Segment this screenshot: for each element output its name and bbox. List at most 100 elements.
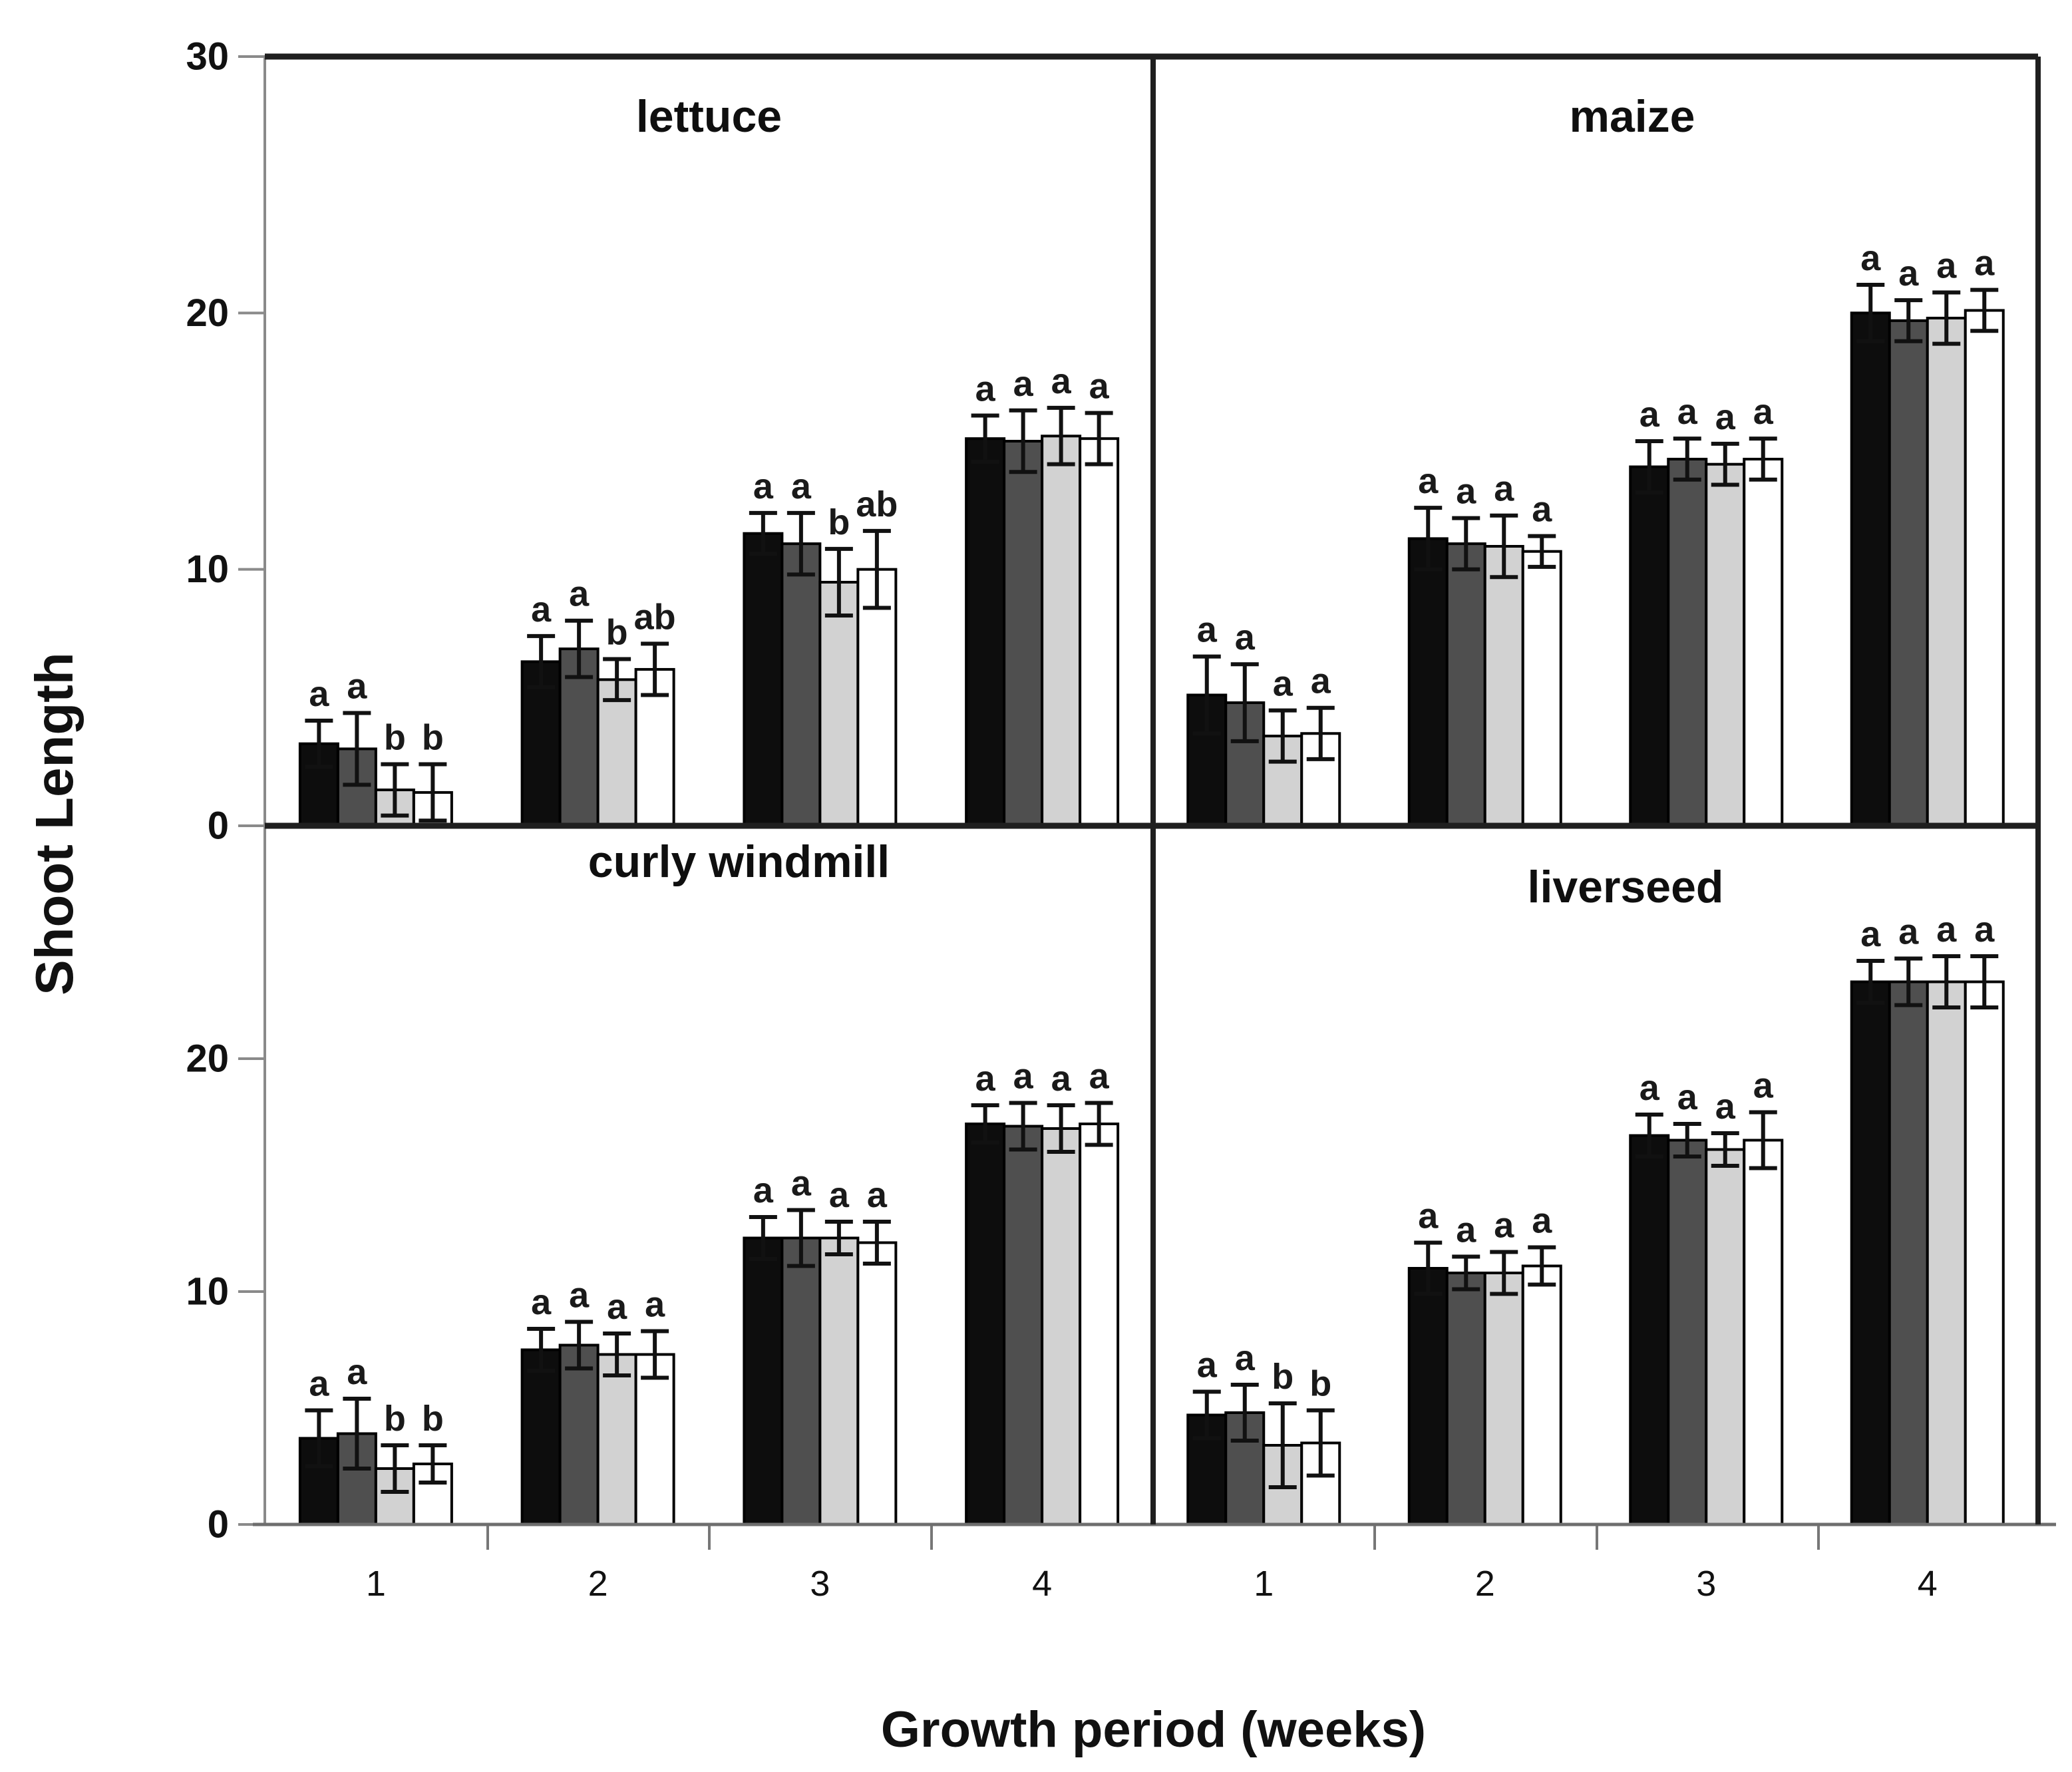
- sig-letter-maize-wk2-dark-gray: a: [1456, 472, 1476, 512]
- error-bar-maize-wk1-light-gray: [1268, 708, 1297, 764]
- error-bar-curly-windmill-wk4-light-gray: [1047, 1103, 1075, 1154]
- error-bar-maize-wk3-light-gray: [1711, 441, 1739, 487]
- bar-lettuce-wk4-white: [1079, 437, 1120, 827]
- error-bar-lettuce-wk3-dark-gray: [786, 510, 815, 577]
- bar-liverseed-wk2-light-gray: [1483, 1272, 1524, 1526]
- sig-letter-maize-wk4-light-gray: a: [1936, 246, 1957, 286]
- error-bar-curly-windmill-wk1-light-gray: [381, 1443, 409, 1494]
- error-bar-liverseed-wk3-white: [1749, 1110, 1777, 1170]
- sig-letter-lettuce-wk3-dark-gray: a: [791, 466, 812, 506]
- sig-letter-liverseed-wk2-white: a: [1532, 1201, 1552, 1241]
- sig-letter-curly-windmill-wk4-white: a: [1089, 1057, 1110, 1097]
- sig-letter-lettuce-wk1-black: a: [309, 674, 329, 714]
- bar-curly-windmill-wk4-white: [1079, 1123, 1120, 1526]
- error-bar-liverseed-wk3-light-gray: [1711, 1131, 1739, 1168]
- sig-letter-maize-wk4-dark-gray: a: [1898, 254, 1919, 293]
- bar-lettuce-wk3-black: [743, 532, 784, 827]
- bar-curly-windmill-wk2-light-gray: [596, 1353, 637, 1526]
- bar-curly-windmill-wk3-white: [856, 1241, 898, 1526]
- error-bar-liverseed-wk2-light-gray: [1490, 1250, 1518, 1296]
- error-bar-curly-windmill-wk1-dark-gray: [343, 1397, 371, 1471]
- error-bar-maize-wk2-light-gray: [1490, 513, 1518, 580]
- bar-lettuce-wk3-light-gray: [818, 580, 860, 828]
- sig-letter-lettuce-wk2-white: ab: [634, 597, 676, 637]
- error-bar-maize-wk3-white: [1749, 437, 1777, 482]
- bar-lettuce-wk4-light-gray: [1041, 435, 1082, 827]
- sig-letter-lettuce-wk4-light-gray: a: [1051, 361, 1072, 401]
- error-bar-lettuce-wk4-white: [1085, 411, 1113, 466]
- bar-lettuce-wk4-dark-gray: [1003, 440, 1044, 827]
- error-bar-curly-windmill-wk3-black: [749, 1215, 777, 1261]
- sig-letter-curly-windmill-wk3-white: a: [867, 1175, 888, 1215]
- sig-letter-liverseed-wk1-light-gray: b: [1272, 1357, 1294, 1397]
- x-tick-label-col0-2: 2: [588, 1564, 608, 1604]
- error-bar-liverseed-wk1-white: [1306, 1408, 1335, 1478]
- bar-curly-windmill-wk2-white: [634, 1353, 675, 1526]
- sig-letter-maize-wk1-white: a: [1311, 661, 1331, 701]
- error-bar-liverseed-wk4-white: [1970, 954, 1999, 1009]
- x-axis-title: Growth period (weeks): [880, 1701, 1427, 1758]
- y-tick-label-bottom-10: 10: [186, 1270, 229, 1314]
- sig-letter-maize-wk2-white: a: [1532, 490, 1552, 530]
- sig-letter-liverseed-wk3-black: a: [1640, 1068, 1660, 1108]
- bar-maize-wk4-white: [1964, 309, 2005, 828]
- bar-maize-wk2-white: [1521, 550, 1562, 828]
- bar-maize-wk3-dark-gray: [1667, 457, 1708, 827]
- sig-letter-maize-wk4-white: a: [1974, 244, 1995, 283]
- bar-maize-wk2-light-gray: [1483, 544, 1524, 828]
- sig-letter-lettuce-wk3-white: ab: [856, 484, 898, 524]
- error-bar-curly-windmill-wk3-light-gray: [824, 1220, 853, 1256]
- sig-letter-lettuce-wk1-light-gray: b: [384, 718, 406, 758]
- bar-curly-windmill-wk4-light-gray: [1041, 1127, 1082, 1526]
- error-bar-liverseed-wk2-white: [1528, 1245, 1556, 1287]
- sig-letter-liverseed-wk4-dark-gray: a: [1898, 912, 1919, 952]
- error-bar-lettuce-wk4-light-gray: [1047, 405, 1075, 466]
- sig-letter-curly-windmill-wk1-white: b: [422, 1399, 444, 1439]
- sig-letter-curly-windmill-wk3-dark-gray: a: [791, 1164, 812, 1204]
- error-bar-maize-wk4-black: [1856, 282, 1885, 343]
- x-tick-label-col0-3: 3: [810, 1564, 830, 1604]
- sig-letter-curly-windmill-wk2-dark-gray: a: [569, 1276, 590, 1316]
- y-tick-label-top-10: 10: [186, 548, 229, 591]
- bar-maize-wk3-white: [1743, 457, 1784, 827]
- error-bar-lettuce-wk4-dark-gray: [1009, 408, 1037, 474]
- panel-title-lettuce: lettuce: [636, 91, 782, 142]
- error-bar-lettuce-wk3-black: [749, 510, 777, 556]
- error-bar-liverseed-wk3-dark-gray: [1673, 1122, 1701, 1158]
- sig-letter-liverseed-wk3-white: a: [1753, 1066, 1774, 1106]
- sig-letter-maize-wk1-light-gray: a: [1273, 664, 1294, 704]
- error-bar-curly-windmill-wk2-black: [527, 1327, 556, 1373]
- error-bar-maize-wk4-white: [1970, 287, 1999, 333]
- error-bar-maize-wk1-black: [1192, 654, 1221, 736]
- sig-letter-liverseed-wk2-light-gray: a: [1494, 1206, 1514, 1246]
- panel-title-curly-windmill: curly windmill: [588, 836, 890, 887]
- error-bar-liverseed-wk2-dark-gray: [1452, 1254, 1480, 1292]
- error-bars-layer: [305, 282, 1999, 1494]
- bar-liverseed-wk4-white: [1964, 980, 2005, 1526]
- sig-letter-lettuce-wk1-white: b: [422, 718, 444, 758]
- y-axis-title: Shoot Length: [25, 652, 84, 995]
- error-bar-maize-wk3-dark-gray: [1673, 437, 1701, 482]
- sig-letter-liverseed-wk1-white: b: [1309, 1364, 1331, 1404]
- sig-letter-maize-wk4-black: a: [1860, 238, 1881, 278]
- axes-layer: [238, 53, 2056, 1550]
- error-bar-liverseed-wk1-black: [1192, 1389, 1221, 1441]
- sig-letter-maize-wk3-light-gray: a: [1715, 397, 1736, 437]
- error-bar-liverseed-wk3-black: [1635, 1113, 1663, 1158]
- error-bar-curly-windmill-wk4-black: [971, 1103, 999, 1145]
- error-bar-curly-windmill-wk4-white: [1085, 1101, 1113, 1147]
- sig-letter-curly-windmill-wk4-light-gray: a: [1051, 1059, 1072, 1099]
- x-tick-label-col0-4: 4: [1032, 1564, 1052, 1604]
- panel-title-maize: maize: [1570, 91, 1695, 142]
- bar-lettuce-wk4-black: [965, 437, 1006, 827]
- error-bar-lettuce-wk2-black: [527, 633, 556, 689]
- error-bar-maize-wk4-dark-gray: [1894, 298, 1923, 343]
- sig-letter-maize-wk1-dark-gray: a: [1235, 618, 1256, 657]
- bar-maize-wk1-black: [1186, 693, 1228, 827]
- error-bar-curly-windmill-wk3-white: [862, 1220, 891, 1266]
- error-bar-maize-wk1-white: [1306, 705, 1335, 761]
- error-bar-lettuce-wk2-light-gray: [603, 657, 631, 703]
- sig-letter-liverseed-wk1-black: a: [1197, 1345, 1218, 1385]
- bar-maize-wk4-dark-gray: [1888, 319, 1929, 828]
